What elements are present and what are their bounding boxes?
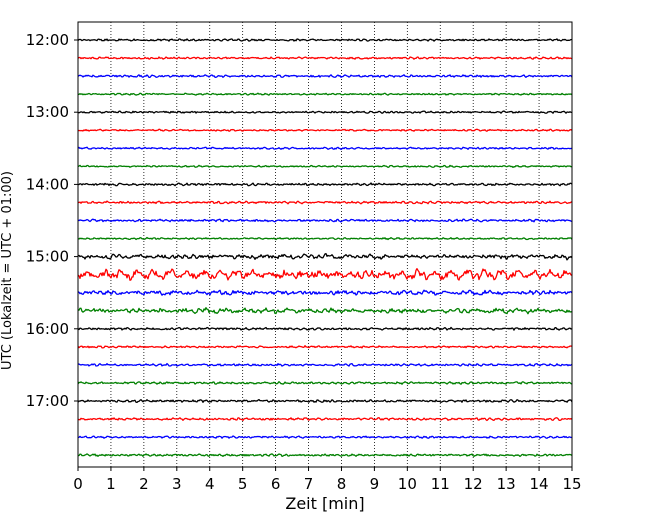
trace-line (77, 326, 573, 331)
x-tick-label: 14 (530, 475, 549, 493)
y-axis-ticks: 12:00 13:00 14:00 15:00 16:00 17:00 (26, 31, 78, 410)
y-tick-label: 14:00 (26, 175, 69, 193)
traces (77, 38, 573, 458)
trace-line (77, 92, 573, 96)
x-tick-label: 15 (562, 475, 581, 493)
trace-line (77, 128, 573, 132)
trace-line (77, 307, 573, 315)
trace-line (77, 110, 573, 114)
trace-line (77, 381, 573, 385)
x-axis-label: Zeit [min] (285, 494, 364, 513)
trace-line (77, 164, 573, 169)
trace-line (77, 398, 573, 404)
trace-line (77, 146, 573, 151)
y-tick-label: 12:00 (26, 31, 69, 49)
trace-line (77, 74, 573, 79)
x-tick-label: 7 (304, 475, 314, 493)
grid (110, 22, 540, 467)
y-axis-label: UTC (Lokalzeit = UTC + 01:00) (0, 171, 15, 370)
trace-line (77, 252, 573, 261)
trace-line (77, 38, 573, 42)
x-tick-label: 6 (271, 475, 281, 493)
x-tick-label: 1 (106, 475, 116, 493)
trace-line (77, 182, 573, 187)
trace-line (78, 362, 573, 367)
x-tick-label: 8 (337, 475, 347, 493)
x-tick-label: 5 (238, 475, 248, 493)
x-tick-label: 11 (431, 475, 450, 493)
plot-frame (77, 21, 573, 468)
trace-line (77, 218, 573, 223)
trace-line (77, 200, 573, 205)
trace-line (77, 56, 573, 60)
trace-line (77, 345, 573, 349)
x-tick-label: 13 (497, 475, 516, 493)
trace-line (77, 453, 573, 458)
trace-line (77, 236, 573, 241)
trace-line (77, 267, 573, 281)
y-tick-label: 17:00 (26, 392, 69, 410)
x-tick-label: 4 (205, 475, 215, 493)
trace-line (77, 435, 573, 439)
x-axis-ticks: 0 1 2 3 4 5 6 7 8 9 10 11 12 13 14 15 (73, 467, 582, 493)
y-tick-label: 16:00 (26, 320, 69, 338)
x-tick-label: 10 (398, 475, 417, 493)
x-tick-label: 0 (73, 475, 83, 493)
y-tick-label: 15:00 (26, 248, 69, 266)
trace-line (77, 417, 573, 422)
y-tick-label: 13:00 (26, 103, 69, 121)
x-tick-label: 12 (464, 475, 483, 493)
x-tick-label: 3 (172, 475, 182, 493)
x-tick-label: 2 (139, 475, 149, 493)
x-tick-label: 9 (370, 475, 380, 493)
trace-line (77, 289, 573, 296)
